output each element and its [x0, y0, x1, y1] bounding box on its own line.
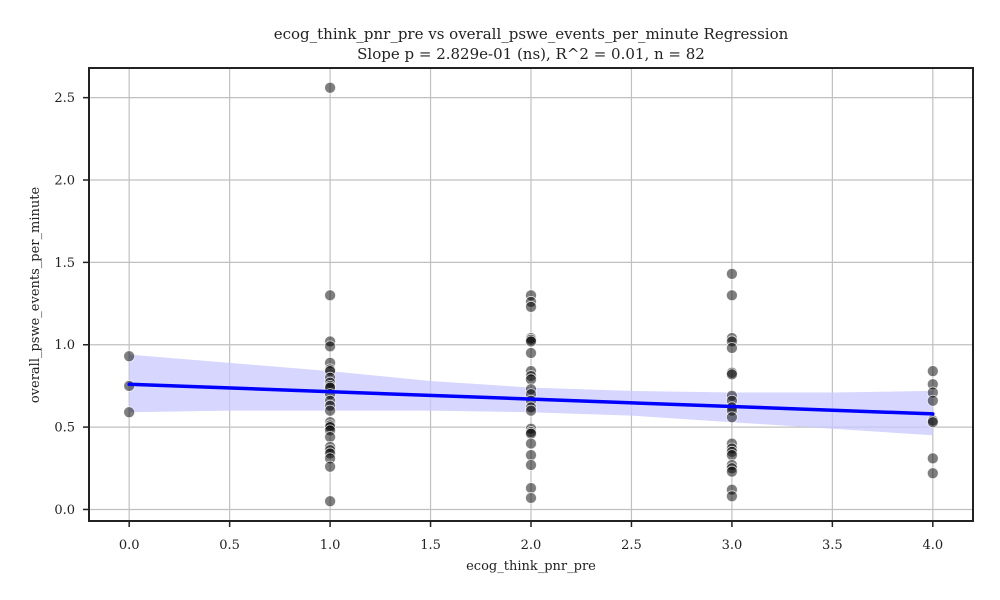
data-point: [726, 449, 738, 462]
axis-ticks: 0.0 0.5 1.0 1.5 2.0 2.5 3.0 3.5 4.0 0.0 0.5 1.0 1.5 2…: [54, 91, 943, 553]
data-point: [525, 335, 537, 348]
regression-line: [127, 382, 935, 416]
y-tick-label: 2.0: [54, 174, 75, 189]
y-tick-label: 1.5: [54, 256, 75, 271]
data-point: [525, 427, 537, 440]
x-tick-label: 2.5: [621, 538, 642, 553]
x-tick-label: 2.0: [521, 538, 542, 553]
x-tick-label: 0.5: [219, 538, 240, 553]
data-point: [324, 495, 336, 508]
chart-title: ecog_think_pnr_pre vs overall_pswe_event…: [274, 25, 789, 43]
data-point: [926, 394, 939, 407]
data-point: [926, 452, 939, 465]
data-point: [726, 289, 738, 302]
chart-subtitle: Slope p = 2.829e-01 (ns), R^2 = 0.01, n …: [357, 45, 705, 63]
data-point: [926, 416, 939, 429]
y-axis-label: overall_pswe_events_per_minute: [28, 187, 43, 404]
x-tick-label: 3.0: [722, 538, 743, 553]
data-point: [926, 365, 939, 377]
x-tick-label: 0.0: [119, 538, 140, 553]
data-point: [123, 350, 136, 363]
y-tick-label: 1.0: [54, 338, 75, 353]
data-point: [123, 406, 136, 419]
data-point: [525, 347, 537, 359]
data-point: [525, 437, 537, 450]
data-point: [525, 482, 537, 494]
data-point: [324, 431, 336, 443]
data-point: [726, 465, 738, 478]
scatter-points: [123, 81, 939, 508]
data-point: [926, 467, 939, 480]
x-tick-label: 1.5: [420, 538, 441, 553]
data-point: [525, 449, 537, 462]
data-point: [324, 340, 336, 353]
data-point: [525, 459, 537, 471]
data-point: [324, 404, 336, 417]
data-point: [525, 404, 537, 417]
data-point: [525, 373, 537, 386]
y-tick-label: 2.5: [54, 91, 75, 106]
data-point: [726, 490, 738, 503]
data-point: [525, 300, 537, 313]
x-tick-label: 3.5: [822, 538, 843, 553]
y-tick-label: 0.5: [54, 421, 75, 436]
data-point: [525, 492, 537, 504]
x-tick-label: 4.0: [922, 538, 943, 553]
data-point: [726, 368, 738, 381]
y-tick-label: 0.0: [54, 503, 75, 518]
x-axis-label: ecog_think_pnr_pre: [466, 559, 596, 574]
data-point: [726, 268, 738, 280]
x-tick-label: 1.0: [320, 538, 341, 553]
data-point: [726, 342, 738, 354]
data-point: [324, 460, 336, 473]
regression-line-layer: [127, 382, 935, 416]
data-point: [324, 81, 336, 94]
data-point: [324, 289, 336, 302]
grid-lines: [89, 68, 973, 521]
data-point: [726, 411, 738, 424]
